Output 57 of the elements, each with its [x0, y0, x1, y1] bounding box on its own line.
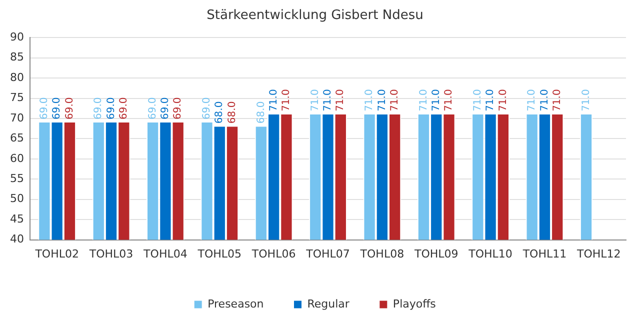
y-tick-label: 40	[10, 232, 24, 246]
data-label: 68.0	[226, 101, 238, 124]
data-label: 71.0	[335, 89, 346, 112]
data-label: 69.0	[202, 97, 213, 120]
data-label: 69.0	[93, 97, 104, 120]
y-tick-label: 90	[10, 30, 24, 44]
data-label: 71.0	[364, 89, 376, 112]
data-label: 71.0	[268, 89, 280, 112]
data-label: 71.0	[552, 89, 563, 112]
legend-label: Playoffs	[392, 297, 436, 310]
y-tick-label: 85	[10, 50, 24, 64]
data-label: 69.0	[64, 97, 76, 120]
data-label: 71.0	[418, 89, 430, 112]
y-tick-label: 75	[10, 91, 24, 104]
x-tick-label: TOHL11	[522, 247, 567, 260]
data-label: 71.0	[310, 89, 321, 112]
x-tick-label: TOHL09	[413, 247, 458, 260]
data-label: 71.0	[498, 89, 509, 112]
x-tick-label: TOHL10	[468, 247, 512, 260]
x-tick-label: TOHL12	[576, 247, 621, 260]
x-tick-label: TOHL02	[34, 247, 79, 260]
data-label: 69.0	[52, 97, 63, 120]
x-tick-label: TOHL04	[142, 247, 188, 260]
data-label: 69.0	[106, 97, 117, 120]
y-tick-label: 80	[10, 70, 24, 84]
data-label: 69.0	[39, 97, 50, 120]
data-label: 71.0	[430, 89, 442, 112]
data-label: 69.0	[147, 97, 158, 120]
x-tick-label: TOHL07	[305, 247, 350, 260]
y-tick-label: 50	[10, 192, 24, 206]
data-label: 71.0	[485, 89, 496, 112]
y-tick-label: 60	[10, 152, 24, 165]
x-tick-label: TOHL05	[196, 247, 242, 260]
data-label: 68.0	[214, 101, 226, 124]
data-label: 71.0	[539, 89, 550, 112]
data-label: 69.0	[160, 97, 172, 120]
y-tick-label: 45	[10, 212, 24, 226]
data-label: 69.0	[172, 97, 184, 120]
data-label: 69.0	[118, 97, 130, 120]
legend-label: Regular	[307, 297, 350, 310]
data-label: 71.0	[444, 89, 455, 112]
data-label: 71.0	[322, 89, 334, 112]
data-label: 71.0	[472, 89, 484, 112]
x-tick-label: TOHL03	[88, 247, 134, 260]
data-label: 71.0	[580, 89, 592, 112]
x-tick-label: TOHL08	[359, 247, 404, 260]
legend-label: Preseason	[208, 297, 264, 310]
y-tick-label: 70	[10, 111, 24, 124]
data-label: 71.0	[281, 89, 292, 112]
x-tick-label: TOHL06	[250, 247, 296, 260]
y-tick-label: 55	[10, 172, 24, 185]
y-tick-label: 65	[10, 132, 24, 145]
data-label: 71.0	[376, 89, 388, 112]
chart-title: Stärkeentwicklung Gisbert Ndesu	[206, 8, 424, 24]
data-label: 71.0	[389, 89, 400, 112]
data-label: 71.0	[526, 89, 538, 112]
data-label: 68.0	[256, 101, 267, 124]
